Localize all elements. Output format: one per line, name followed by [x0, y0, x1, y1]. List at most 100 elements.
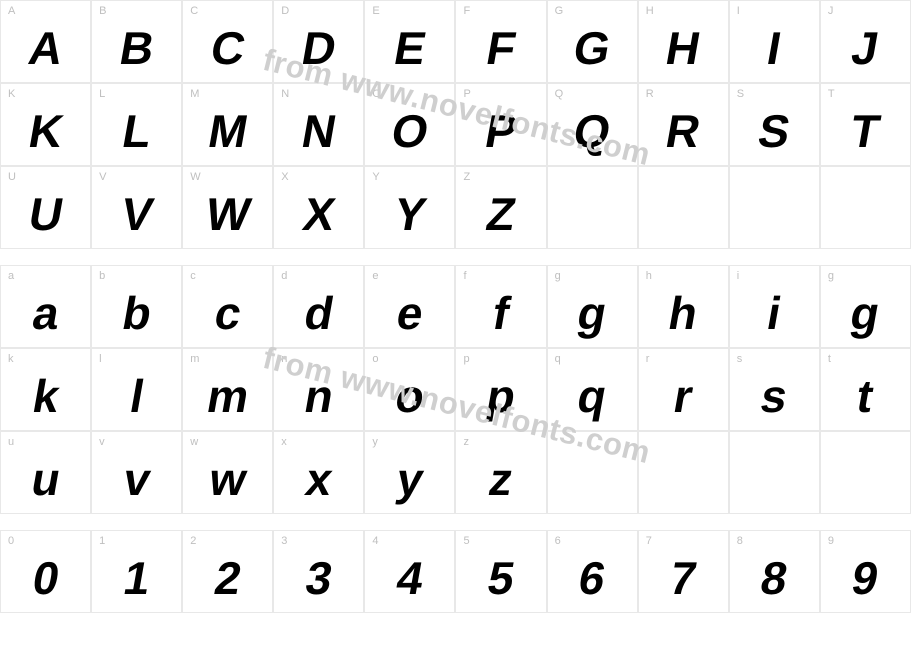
glyph-char: P	[481, 104, 521, 158]
glyph-label: n	[281, 353, 287, 365]
glyph-char: 6	[575, 551, 610, 605]
glyph-cell: AA	[0, 0, 91, 83]
glyph-cell: XX	[273, 166, 364, 249]
glyph-char: W	[202, 187, 254, 241]
glyph-char: b	[118, 286, 155, 340]
glyph-label: G	[555, 5, 564, 17]
glyph-cell: ee	[364, 265, 455, 348]
glyph-label: R	[646, 88, 654, 100]
glyph-label: a	[8, 270, 14, 282]
glyph-char: Z	[482, 187, 519, 241]
glyph-label: b	[99, 270, 105, 282]
glyph-cell: BB	[91, 0, 182, 83]
glyph-cell	[638, 166, 729, 249]
glyph-char: v	[119, 452, 154, 506]
glyph-char: w	[205, 452, 250, 506]
glyph-label: D	[281, 5, 289, 17]
glyph-char: 4	[393, 551, 428, 605]
glyph-cell: TT	[820, 83, 911, 166]
glyph-label: V	[99, 171, 106, 183]
glyph-label: i	[737, 270, 739, 282]
glyph-char: e	[393, 286, 428, 340]
glyph-label: d	[281, 270, 287, 282]
glyph-char: V	[117, 187, 157, 241]
glyph-char: T	[847, 104, 884, 158]
glyph-label: 6	[555, 535, 561, 547]
glyph-char: N	[298, 104, 340, 158]
glyph-cell: NN	[273, 83, 364, 166]
glyph-cell: gg	[820, 265, 911, 348]
glyph-char: U	[24, 187, 66, 241]
glyph-cell: aa	[0, 265, 91, 348]
glyph-cell: mm	[182, 348, 273, 431]
glyph-cell: QQ	[547, 83, 638, 166]
glyph-grid-section: AABBCCDDEEFFGGHHIIJJKKLLMMNNOOPPQQRRSSTT…	[0, 0, 911, 249]
glyph-cell: bb	[91, 265, 182, 348]
glyph-cell: EE	[364, 0, 455, 83]
glyph-cell: zz	[455, 431, 546, 514]
font-specimen-container: AABBCCDDEEFFGGHHIIJJKKLLMMNNOOPPQQRRSSTT…	[0, 0, 911, 613]
glyph-label: C	[190, 5, 198, 17]
glyph-label: J	[828, 5, 834, 17]
glyph-label: 2	[190, 535, 196, 547]
glyph-char: M	[204, 104, 251, 158]
glyph-cell: yy	[364, 431, 455, 514]
glyph-char: p	[482, 369, 519, 423]
glyph-cell: PP	[455, 83, 546, 166]
glyph-char: 3	[302, 551, 337, 605]
glyph-label: K	[8, 88, 15, 100]
glyph-label: y	[372, 436, 378, 448]
glyph-cell: 88	[729, 530, 820, 613]
glyph-char: a	[28, 286, 63, 340]
glyph-cell: nn	[273, 348, 364, 431]
glyph-cell	[638, 431, 729, 514]
glyph-char: x	[302, 452, 337, 506]
glyph-cell: OO	[364, 83, 455, 166]
glyph-cell: GG	[547, 0, 638, 83]
glyph-label: 3	[281, 535, 287, 547]
glyph-cell: HH	[638, 0, 729, 83]
glyph-char: 5	[484, 551, 519, 605]
glyph-cell: RR	[638, 83, 729, 166]
glyph-label: T	[828, 88, 835, 100]
glyph-label: 5	[463, 535, 469, 547]
glyph-char: A	[24, 21, 66, 75]
glyph-cell: kk	[0, 348, 91, 431]
glyph-char: i	[763, 286, 785, 340]
glyph-label: I	[737, 5, 740, 17]
glyph-char: g	[847, 286, 884, 340]
glyph-char: S	[754, 104, 794, 158]
glyph-cell: FF	[455, 0, 546, 83]
glyph-cell: cc	[182, 265, 273, 348]
glyph-cell: 55	[455, 530, 546, 613]
glyph-char: z	[485, 452, 517, 506]
glyph-grid-section: aabbccddeeffgghhiiggkkllmmnnooppqqrrsstt…	[0, 265, 911, 514]
glyph-char: t	[853, 369, 877, 423]
glyph-cell: ll	[91, 348, 182, 431]
glyph-cell: rr	[638, 348, 729, 431]
glyph-cell: ss	[729, 348, 820, 431]
glyph-char: d	[300, 286, 337, 340]
glyph-label: 0	[8, 535, 14, 547]
glyph-cell: 44	[364, 530, 455, 613]
glyph-label: q	[555, 353, 561, 365]
glyph-char: 0	[28, 551, 63, 605]
glyph-label: O	[372, 88, 381, 100]
glyph-label: 9	[828, 535, 834, 547]
glyph-char: C	[207, 21, 249, 75]
glyph-char: g	[574, 286, 611, 340]
glyph-cell: qq	[547, 348, 638, 431]
glyph-label: Q	[555, 88, 564, 100]
glyph-label: o	[372, 353, 378, 365]
glyph-cell: SS	[729, 83, 820, 166]
glyph-label: c	[190, 270, 196, 282]
glyph-char: 2	[210, 551, 245, 605]
glyph-cell: JJ	[820, 0, 911, 83]
glyph-char: Y	[390, 187, 430, 241]
glyph-char: G	[570, 21, 615, 75]
glyph-label: Y	[372, 171, 379, 183]
glyph-label: E	[372, 5, 379, 17]
glyph-cell: WW	[182, 166, 273, 249]
glyph-char: n	[300, 369, 337, 423]
glyph-cell	[547, 431, 638, 514]
